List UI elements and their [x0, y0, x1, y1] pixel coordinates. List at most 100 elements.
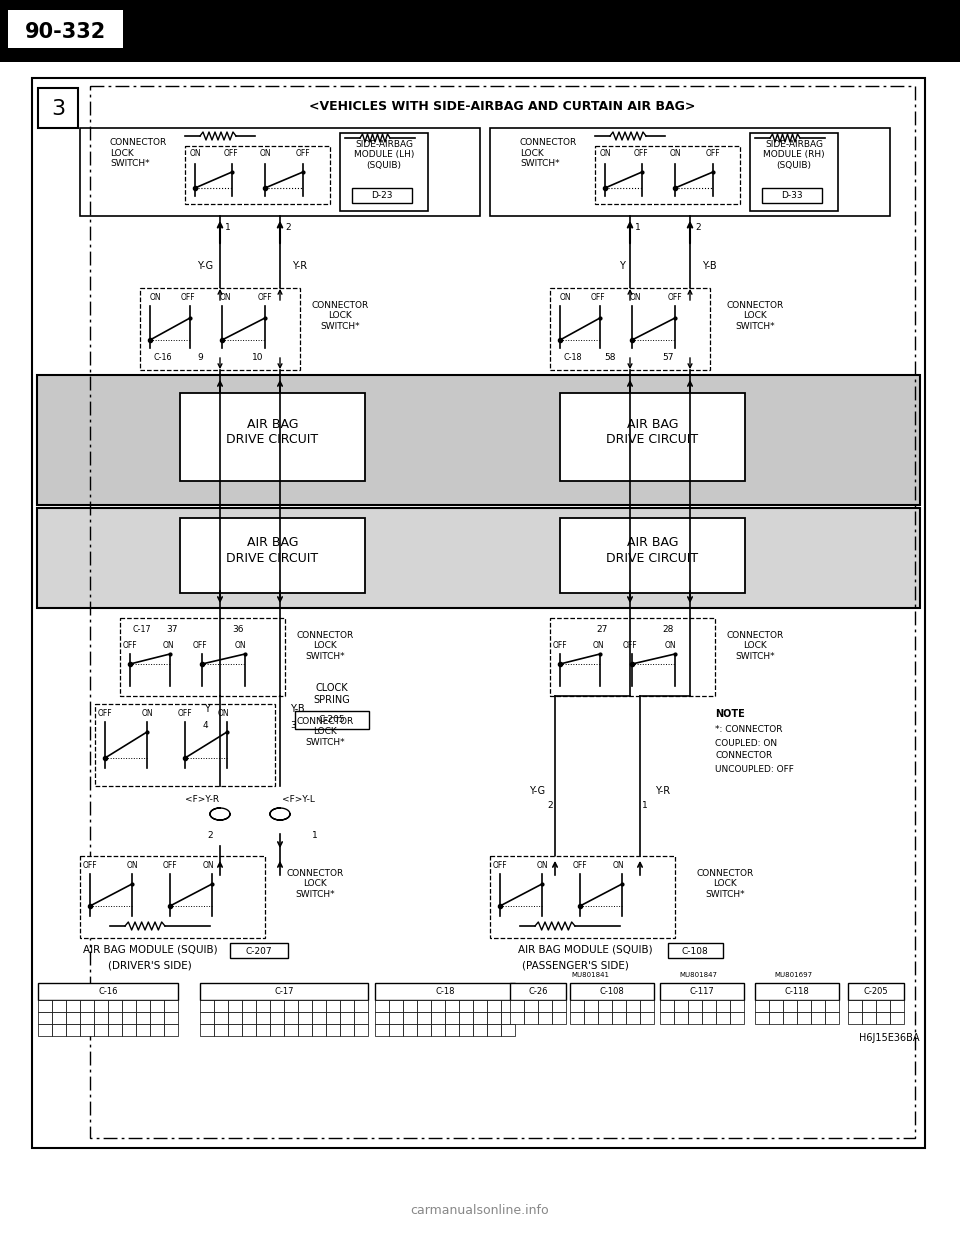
Bar	[164, 1023, 178, 1036]
Text: CONNECTOR
LOCK
SWITCH*: CONNECTOR LOCK SWITCH*	[110, 138, 167, 168]
Text: AIR BAG
DRIVE CIRCUIT: AIR BAG DRIVE CIRCUIT	[227, 419, 319, 446]
Text: 2: 2	[695, 224, 701, 232]
Bar	[848, 1000, 862, 1012]
Bar	[570, 982, 654, 1000]
Bar	[122, 1023, 136, 1036]
Bar	[797, 1000, 811, 1012]
Bar	[150, 1023, 164, 1036]
Bar	[876, 1012, 890, 1023]
Bar	[612, 1000, 626, 1012]
Text: AIR BAG MODULE (SQUIB): AIR BAG MODULE (SQUIB)	[83, 945, 217, 955]
Bar	[375, 982, 515, 1000]
Text: ON: ON	[537, 862, 548, 871]
Text: 2: 2	[207, 831, 213, 841]
Bar	[550, 619, 715, 696]
Bar	[538, 1012, 552, 1023]
Bar	[354, 1000, 368, 1012]
Text: (DRIVER'S SIDE): (DRIVER'S SIDE)	[108, 961, 192, 971]
Bar	[750, 133, 838, 211]
Text: OFF: OFF	[634, 149, 648, 159]
Bar	[214, 1000, 228, 1012]
Bar	[755, 1000, 769, 1012]
Bar	[32, 78, 925, 1148]
Bar	[550, 288, 710, 370]
Bar	[298, 1023, 312, 1036]
Bar	[403, 1000, 417, 1012]
Bar	[769, 1000, 783, 1012]
Bar	[487, 1000, 501, 1012]
Bar	[312, 1000, 326, 1012]
Bar	[8, 10, 123, 48]
Text: C-16: C-16	[154, 353, 172, 361]
Text: Y-G: Y-G	[197, 261, 213, 271]
Bar	[242, 1000, 256, 1012]
Text: ON: ON	[664, 642, 676, 651]
Bar	[52, 1000, 66, 1012]
Text: 3: 3	[51, 99, 65, 119]
Bar	[890, 1012, 904, 1023]
Bar	[354, 1012, 368, 1023]
Bar	[584, 1000, 598, 1012]
Text: ON: ON	[150, 293, 161, 303]
Bar	[730, 1000, 744, 1012]
Bar	[560, 392, 745, 481]
Text: ON: ON	[203, 862, 214, 871]
Bar	[180, 518, 365, 592]
Bar	[403, 1012, 417, 1023]
Text: CONNECTOR
LOCK
SWITCH*: CONNECTOR LOCK SWITCH*	[311, 301, 369, 330]
Bar	[716, 1000, 730, 1012]
Text: 2: 2	[547, 801, 553, 811]
Bar	[487, 1023, 501, 1036]
Text: 2: 2	[285, 224, 291, 232]
Text: OFF: OFF	[706, 149, 720, 159]
Bar	[848, 982, 904, 1000]
Bar	[459, 1012, 473, 1023]
Bar	[284, 1000, 298, 1012]
Text: SIDE-AIRBAG
MODULE (RH)
(SQUIB): SIDE-AIRBAG MODULE (RH) (SQUIB)	[763, 140, 825, 170]
Text: ON: ON	[234, 642, 246, 651]
Bar	[473, 1000, 487, 1012]
Bar	[164, 1012, 178, 1023]
Text: ON: ON	[126, 862, 138, 871]
Text: OFF: OFF	[98, 709, 112, 719]
Bar	[108, 1023, 122, 1036]
Text: C-205: C-205	[864, 987, 888, 996]
Bar	[200, 1012, 214, 1023]
Bar	[94, 1012, 108, 1023]
Text: D-33: D-33	[781, 191, 803, 200]
Bar	[702, 1000, 716, 1012]
Text: ON: ON	[259, 149, 271, 159]
Bar	[660, 1000, 674, 1012]
Bar	[524, 1000, 538, 1012]
Bar	[214, 1012, 228, 1023]
Bar	[431, 1023, 445, 1036]
Bar	[459, 1000, 473, 1012]
Bar	[584, 1012, 598, 1023]
Bar	[122, 1012, 136, 1023]
Text: C-207: C-207	[246, 946, 273, 955]
Bar	[52, 1012, 66, 1023]
Text: OFF: OFF	[178, 709, 192, 719]
Bar	[473, 1012, 487, 1023]
Bar	[94, 1023, 108, 1036]
Text: C-26: C-26	[528, 987, 548, 996]
Bar	[38, 1000, 52, 1012]
Text: <F>Y-L: <F>Y-L	[281, 795, 315, 804]
Bar	[284, 1012, 298, 1023]
Text: H6J15E36BA: H6J15E36BA	[859, 1033, 920, 1043]
Bar	[0, 0, 960, 62]
Text: OFF: OFF	[193, 642, 207, 651]
Text: ON: ON	[141, 709, 153, 719]
Bar	[80, 856, 265, 938]
Bar	[487, 1012, 501, 1023]
Bar	[340, 1012, 354, 1023]
Bar	[298, 1012, 312, 1023]
Text: MU801697: MU801697	[774, 972, 812, 977]
Text: AIR BAG
DRIVE CIRCUIT: AIR BAG DRIVE CIRCUIT	[607, 419, 699, 446]
Bar	[431, 1000, 445, 1012]
Bar	[120, 619, 285, 696]
Bar	[688, 1000, 702, 1012]
Bar	[848, 1012, 862, 1023]
Bar	[755, 982, 839, 1000]
Bar	[270, 1023, 284, 1036]
